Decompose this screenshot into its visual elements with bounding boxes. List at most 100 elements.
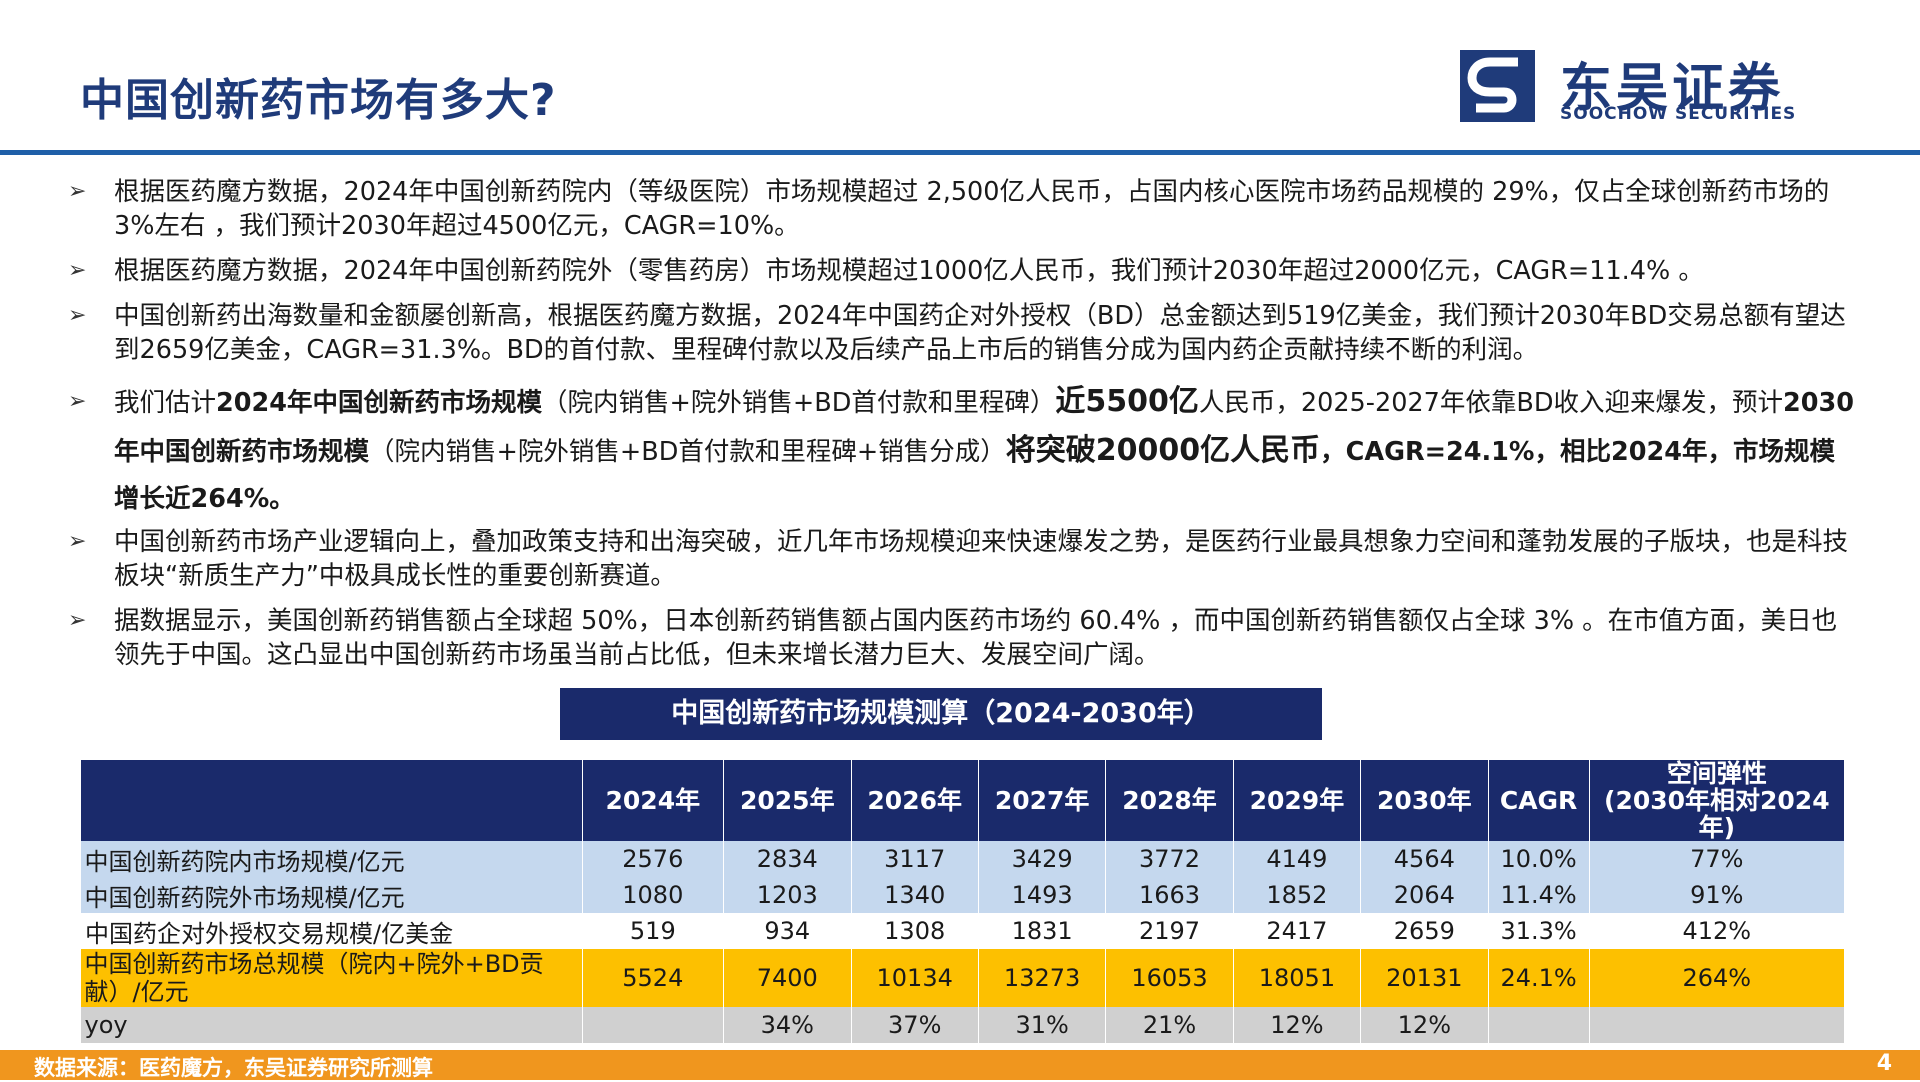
table-cell: 2834: [723, 841, 851, 877]
arrow-bullet-icon: ➢: [68, 258, 87, 283]
table-cell: 13273: [977, 949, 1106, 1007]
table-caption: 中国创新药市场规模测算（2024-2030年）: [560, 688, 1322, 740]
bullet-item: ➢ 根据医药魔方数据，2024年中国创新药院外（零售药房）市场规模超过1000亿…: [60, 254, 1860, 288]
table-cell: 3117: [850, 841, 979, 877]
table-row: 中国创新药院外市场规模/亿元 1080 1203 1340 1493 1663 …: [80, 877, 1844, 913]
header-line: 空间弹性: [1666, 759, 1767, 788]
table-cell: 2197: [1105, 913, 1234, 949]
table-row: 中国创新药院内市场规模/亿元 2576 2834 3117 3429 3772 …: [80, 841, 1844, 877]
table-cell: 91%: [1588, 877, 1844, 913]
table-cell: 2659: [1360, 913, 1489, 949]
table-cell: 1852: [1232, 877, 1361, 913]
table-cell: 264%: [1588, 949, 1844, 1007]
table-row: 中国药企对外授权交易规模/亿美金 519 934 1308 1831 2197 …: [80, 913, 1844, 949]
bullet-item: ➢ 根据医药魔方数据，2024年中国创新药院内（等级医院）市场规模超过 2,50…: [60, 175, 1860, 243]
bullet-text: （院内销售+院外销售+BD首付款和里程碑）: [542, 388, 1056, 418]
table-cell: 31.3%: [1487, 913, 1590, 949]
table-cell: 4564: [1360, 841, 1489, 877]
arrow-bullet-icon: ➢: [68, 303, 87, 328]
arrow-bullet-icon: ➢: [68, 179, 87, 204]
table-cell: [581, 1007, 724, 1043]
row-label: 中国创新药市场总规模（院内+院外+BD贡献）/亿元: [80, 949, 583, 1007]
bullet-text: 据数据显示，美国创新药销售额占全球超 50%，日本创新药销售额占国内医药市场约 …: [114, 606, 1838, 670]
bullet-text: 中国创新药出海数量和金额屡创新高，根据医药魔方数据，2024年中国药企对外授权（…: [114, 301, 1846, 365]
bullet-item: ➢ 我们估计2024年中国创新药市场规模（院内销售+院外销售+BD首付款和里程碑…: [60, 378, 1860, 523]
bullet-text: 我们估计: [114, 388, 217, 418]
bullet-emphasis: ，CAGR=24.1%，相比2024年，市场规模增长近264%。: [114, 437, 1835, 514]
bullet-item: ➢ 中国创新药出海数量和金额屡创新高，根据医药魔方数据，2024年中国药企对外授…: [60, 299, 1860, 367]
table-cell: 12%: [1360, 1007, 1489, 1043]
table-cell: 3772: [1105, 841, 1234, 877]
table-cell: 21%: [1105, 1007, 1234, 1043]
table-cell: 1308: [850, 913, 979, 949]
bullet-text: 人民币，2025-2027年依靠BD收入迎来爆发，预计: [1198, 388, 1783, 418]
table-row: yoy 34% 37% 31% 21% 12% 12%: [80, 1007, 1844, 1043]
table-cell: 7400: [723, 949, 851, 1007]
table-cell: 1663: [1105, 877, 1234, 913]
table-cell: 77%: [1588, 841, 1844, 877]
arrow-bullet-icon: ➢: [68, 389, 87, 414]
bullet-emphasis: 近5500亿: [1055, 384, 1199, 419]
table-cell: 519: [581, 913, 724, 949]
bullet-item: ➢ 中国创新药市场产业逻辑向上，叠加政策支持和出海突破，近几年市场规模迎来快速爆…: [60, 525, 1860, 593]
header-line: (2030年相对2024年): [1604, 786, 1830, 842]
logo-english-text: SOOCHOW SECURITIES: [1560, 104, 1797, 124]
bullet-text: （院内销售+院外销售+BD首付款和里程碑+销售分成）: [369, 437, 1006, 467]
table-cell: 1203: [723, 877, 851, 913]
row-label: 中国药企对外授权交易规模/亿美金: [80, 913, 583, 949]
table-cell: 20131: [1360, 949, 1489, 1007]
table-cell: [1588, 1007, 1844, 1043]
table-header-cell: 2026年: [850, 760, 979, 841]
table-cell: 2064: [1360, 877, 1489, 913]
arrow-bullet-icon: ➢: [68, 529, 87, 554]
row-label: 中国创新药院内市场规模/亿元: [80, 841, 583, 877]
table-cell: 1080: [581, 877, 724, 913]
table-cell: 1340: [850, 877, 979, 913]
table-cell: 1493: [977, 877, 1106, 913]
bullet-text: 中国创新药市场产业逻辑向上，叠加政策支持和出海突破，近几年市场规模迎来快速爆发之…: [114, 527, 1849, 591]
page-number: 4: [1876, 1051, 1892, 1076]
header-divider: [0, 150, 1920, 155]
table-cell: 4149: [1232, 841, 1361, 877]
table-cell: 1831: [977, 913, 1106, 949]
table-cell: 2576: [581, 841, 724, 877]
logo-chinese-text: 东吴证券: [1560, 59, 1785, 119]
table-header-cell: 空间弹性 (2030年相对2024年): [1588, 759, 1844, 842]
table-cell: 34%: [723, 1007, 851, 1043]
table-cell: 37%: [850, 1007, 979, 1043]
table-header-cell: 2030年: [1360, 760, 1489, 841]
table-cell: 3429: [977, 841, 1106, 877]
table-cell: 412%: [1588, 913, 1844, 949]
table-cell: 2417: [1232, 913, 1361, 949]
table-cell: 5524: [581, 949, 724, 1007]
company-logo: 东吴证券 SOOCHOW SECURITIES: [1460, 50, 1860, 125]
table-header-cell: [80, 760, 583, 841]
bullet-emphasis: 2024年中国创新药市场规模: [216, 388, 542, 418]
bullet-list: ➢ 根据医药魔方数据，2024年中国创新药院内（等级医院）市场规模超过 2,50…: [60, 175, 1860, 683]
table-header-cell: 2024年: [581, 760, 724, 841]
row-label: yoy: [80, 1007, 583, 1043]
bullet-emphasis: 将突破20000亿人民币: [1005, 433, 1321, 468]
bullet-text: 根据医药魔方数据，2024年中国创新药院内（等级医院）市场规模超过 2,500亿…: [114, 177, 1830, 241]
table-cell: 10.0%: [1487, 841, 1590, 877]
table-cell: 24.1%: [1487, 949, 1590, 1007]
soochow-logo-icon: [1460, 50, 1535, 122]
arrow-bullet-icon: ➢: [68, 608, 87, 633]
table-cell: 18051: [1232, 949, 1361, 1007]
table-cell: 10134: [850, 949, 979, 1007]
table-header-cell: 2029年: [1232, 760, 1361, 841]
table-header-cell: 2025年: [723, 760, 851, 841]
table-row: 中国创新药市场总规模（院内+院外+BD贡献）/亿元 5524 7400 1013…: [80, 949, 1844, 1007]
bullet-text: 根据医药魔方数据，2024年中国创新药院外（零售药房）市场规模超过1000亿人民…: [114, 256, 1704, 286]
table-header-row: 2024年 2025年 2026年 2027年 2028年 2029年 2030…: [80, 759, 1844, 842]
table-cell: 31%: [977, 1007, 1106, 1043]
page-title: 中国创新药市场有多大?: [80, 75, 557, 126]
table-header-cell: 2027年: [977, 760, 1106, 841]
table-cell: 934: [723, 913, 851, 949]
table-cell: 12%: [1232, 1007, 1361, 1043]
bullet-emphasis: 2030年中国创新药市场规模: [114, 388, 1854, 467]
data-source-note: 数据来源：医药魔方，东吴证券研究所测算: [34, 1056, 433, 1080]
market-size-table: 2024年 2025年 2026年 2027年 2028年 2029年 2030…: [80, 760, 1844, 1043]
table-cell: 16053: [1105, 949, 1234, 1007]
table-cell: 11.4%: [1487, 877, 1590, 913]
